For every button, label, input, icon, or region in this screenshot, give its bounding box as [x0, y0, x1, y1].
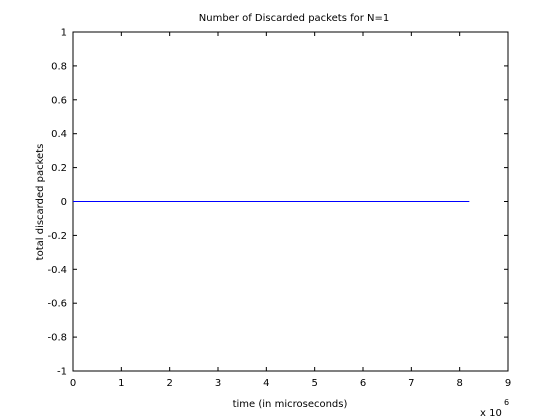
x-tick-label: 3: [215, 378, 221, 389]
y-tick-label: 1: [61, 28, 67, 39]
y-tick-label: 0.4: [51, 129, 67, 140]
x-tick-label: 1: [118, 378, 124, 389]
x-axis-multiplier-exponent: 6: [504, 398, 509, 407]
x-tick-label: 6: [360, 378, 366, 389]
y-tick-label: -0.8: [47, 333, 67, 344]
y-tick-label: -0.6: [47, 299, 67, 310]
y-tick-label: 0.2: [51, 163, 67, 174]
y-tick-label: -0.2: [47, 231, 67, 242]
y-tick-label: 0.8: [51, 61, 67, 72]
x-axis-multiplier: x 10: [480, 408, 502, 419]
x-tick-label: 0: [70, 378, 76, 389]
y-axis-label: total discarded packets: [35, 144, 46, 261]
y-tick-label: 0: [61, 197, 67, 208]
x-tick-label: 7: [408, 378, 414, 389]
x-tick-label: 8: [456, 378, 462, 389]
chart-title: Number of Discarded packets for N=1: [199, 13, 389, 24]
x-axis-label: time (in microseconds): [233, 399, 348, 410]
y-tick-label: -0.4: [47, 265, 67, 276]
x-tick-label: 2: [166, 378, 172, 389]
x-tick-label: 5: [311, 378, 317, 389]
x-tick-label: 4: [263, 378, 269, 389]
y-tick-label: 0.6: [51, 95, 67, 106]
y-tick-label: -1: [57, 367, 67, 378]
x-tick-label: 9: [505, 378, 511, 389]
